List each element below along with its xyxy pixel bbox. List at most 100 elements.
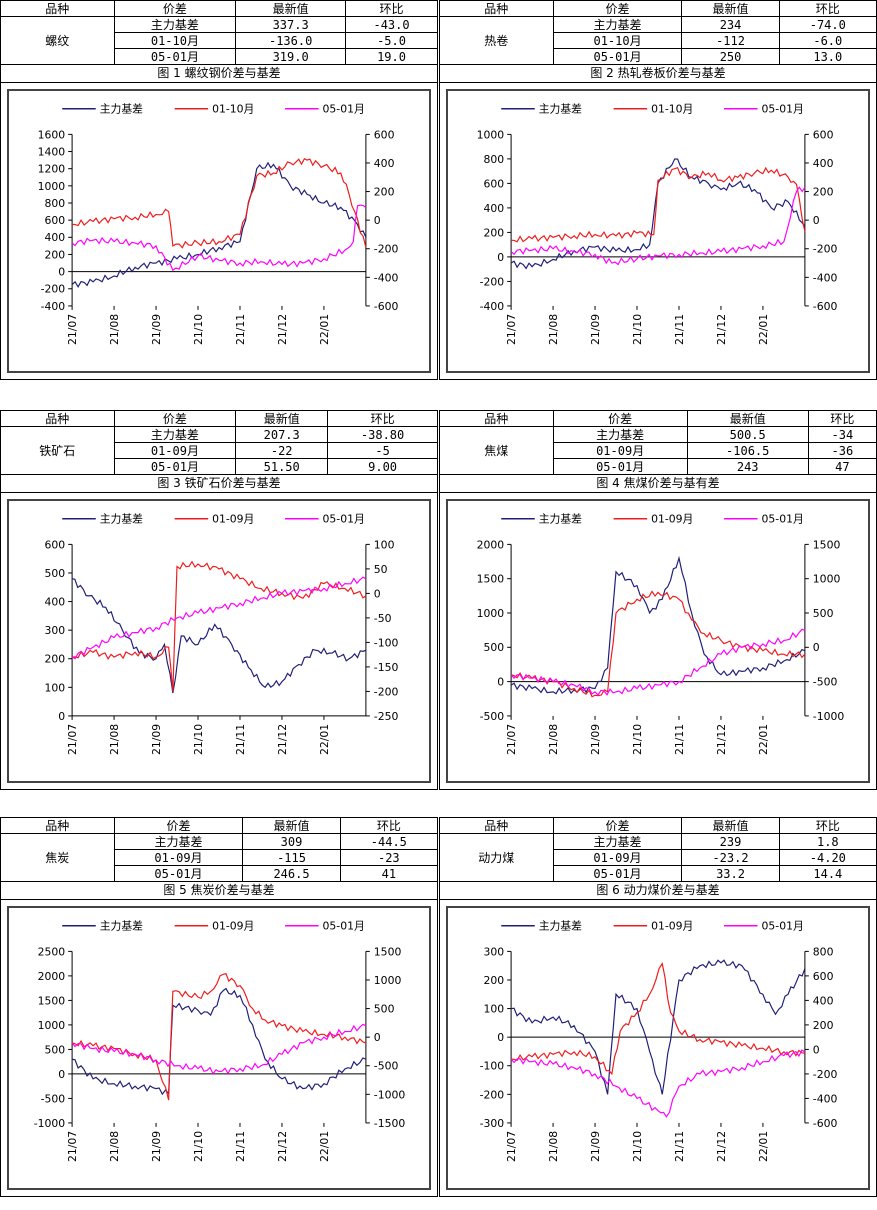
latest-value: 309 [242, 833, 341, 850]
table-row: 01-09月 -22 -5 [1, 442, 438, 459]
x-tick-label: 21/09 [150, 724, 163, 755]
series-line [510, 555, 806, 695]
latest-value: -106.5 [686, 442, 809, 459]
right-tick-label: 600 [813, 970, 834, 983]
latest-value: -22 [235, 442, 329, 459]
x-tick-label: 21/10 [192, 314, 205, 345]
legend-label: 01-10月 [651, 103, 693, 116]
chart-frame: 主力基差 01-09月 05-01月 300 200 100 0 -100 -200 -300 80… [446, 906, 870, 1190]
line-chart: 主力基差 01-09月 05-01月 2000 1500 1000 500 0 -500 1500… [477, 512, 845, 755]
right-tick-label: -500 [374, 1060, 399, 1073]
line-chart: 主力基差 01-09月 05-01月600500400300200100010050… [45, 512, 399, 755]
figure-caption: 图 1 螺纹钢价差与基差 [0, 65, 438, 83]
table-row: 铁矿石 主力基差 207.3 -38.80 [0, 426, 438, 475]
series-line [71, 204, 367, 272]
x-tick-label: 22/01 [757, 724, 770, 755]
legend-label: 01-10月 [212, 103, 254, 116]
legend-label: 01-09月 [212, 920, 254, 933]
left-tick-label: 1600 [38, 128, 66, 141]
left-tick-label: 2000 [38, 970, 66, 983]
header-variety: 品种 [439, 817, 554, 834]
table-row: 05-01月 250 13.0 [440, 48, 877, 65]
x-tick-label: 21/10 [631, 314, 644, 345]
header-latest: 最新值 [686, 410, 809, 427]
series-line [72, 158, 367, 249]
data-table: 品种 价差 最新值 环比 铁矿石 主力基差 207.3 -38.80 01-09月 -22 -5… [0, 410, 438, 475]
change-value: -34 [807, 426, 877, 443]
left-tick-label: 0 [58, 1068, 65, 1081]
spread-name: 05-01月 [113, 48, 237, 65]
right-tick-label: 200 [374, 186, 395, 199]
right-tick-label: -400 [813, 271, 838, 284]
header-variety: 品种 [439, 410, 554, 427]
left-tick-label: 1400 [38, 145, 66, 158]
left-tick-label: -500 [480, 710, 505, 723]
right-tick-label: 50 [374, 563, 388, 576]
x-tick-label: 21/12 [276, 1131, 289, 1162]
left-tick-label: 200 [45, 653, 66, 666]
legend-label: 01-09月 [212, 513, 254, 526]
table-row: 01-09月 -115 -23 [1, 849, 439, 866]
x-tick-label: 21/07 [66, 724, 79, 755]
header-change: 环比 [345, 0, 438, 17]
table-row: 05-01月 246.5 41 [1, 865, 439, 882]
table-row: 05-01月 243 47 [440, 458, 877, 475]
right-tick-label: 600 [374, 128, 395, 141]
latest-value: 239 [681, 833, 780, 850]
series-line [510, 628, 806, 696]
left-tick-label: -1000 [34, 1117, 66, 1130]
right-tick-label: -200 [374, 685, 399, 698]
left-tick-label: 1000 [477, 607, 505, 620]
x-tick-label: 21/08 [547, 724, 560, 755]
series-line [510, 158, 806, 270]
latest-value: 207.3 [235, 426, 329, 443]
legend-label: 05-01月 [323, 103, 365, 116]
x-tick-label: 21/11 [673, 724, 686, 755]
x-tick-label: 21/07 [505, 724, 518, 755]
chart-frame: 主力基差 01-09月 05-01月 600 500 400 300 200 100 0 100 50… [7, 499, 431, 783]
latest-value: 250 [681, 48, 780, 65]
left-tick-label: 500 [45, 567, 66, 580]
table-row: 螺纹 主力基差 337.3 -43.0 [0, 16, 438, 65]
right-tick-label: -600 [813, 1117, 838, 1130]
latest-value: 319.0 [235, 48, 347, 65]
x-tick-label: 21/11 [234, 314, 247, 345]
x-tick-label: 21/08 [547, 1131, 560, 1162]
spread-name: 主力基差 [113, 426, 237, 443]
header-variety: 品种 [0, 410, 115, 427]
latest-value: 246.5 [242, 865, 341, 882]
left-tick-label: 0 [497, 1031, 504, 1044]
right-tick-label: 0 [374, 587, 381, 600]
legend-label: 主力基差 [100, 512, 143, 526]
spread-name: 01-09月 [113, 442, 237, 459]
left-tick-label: 1000 [38, 1019, 66, 1032]
x-tick-label: 21/07 [505, 314, 518, 345]
right-tick-label: 200 [813, 186, 834, 199]
left-tick-label: 2000 [477, 538, 505, 551]
x-tick-label: 21/10 [192, 1131, 205, 1162]
left-tick-label: 800 [484, 153, 505, 166]
change-value: -38.80 [327, 426, 438, 443]
line-chart: 主力基差 01-10月 05-01月 1600 1400 1200 1000 800 600 40… [38, 102, 399, 345]
x-tick-label: 22/01 [318, 724, 331, 755]
right-tick-label: 400 [813, 994, 834, 1007]
x-tick-label: 21/09 [150, 314, 163, 345]
table-row: 焦炭 主力基差 309 -44.5 [0, 833, 439, 882]
header-spread: 价差 [113, 410, 237, 427]
x-tick-label: 21/12 [276, 724, 289, 755]
legend-label: 05-01月 [323, 513, 365, 526]
latest-value: 500.5 [686, 426, 809, 443]
left-tick-label: 1200 [38, 163, 66, 176]
spread-name: 05-01月 [552, 458, 688, 475]
series-line [72, 560, 367, 692]
right-tick-label: -150 [374, 661, 399, 674]
left-tick-label: 0 [58, 710, 65, 723]
right-tick-label: 0 [813, 1043, 820, 1056]
panel-hot-rolled-coil: 品种 价差 最新值 环比 热卷 主力基差 234 -74.0 01-10月 -112 -6.0 … [439, 0, 877, 380]
table-row: 焦煤 主力基差 500.5 -34 [439, 426, 877, 475]
variety-cell: 动力煤 [439, 833, 554, 882]
series-line [511, 959, 806, 1095]
spread-name: 主力基差 [113, 833, 244, 850]
right-tick-label: 400 [813, 157, 834, 170]
figure-caption: 图 2 热轧卷板价差与基差 [439, 65, 877, 83]
